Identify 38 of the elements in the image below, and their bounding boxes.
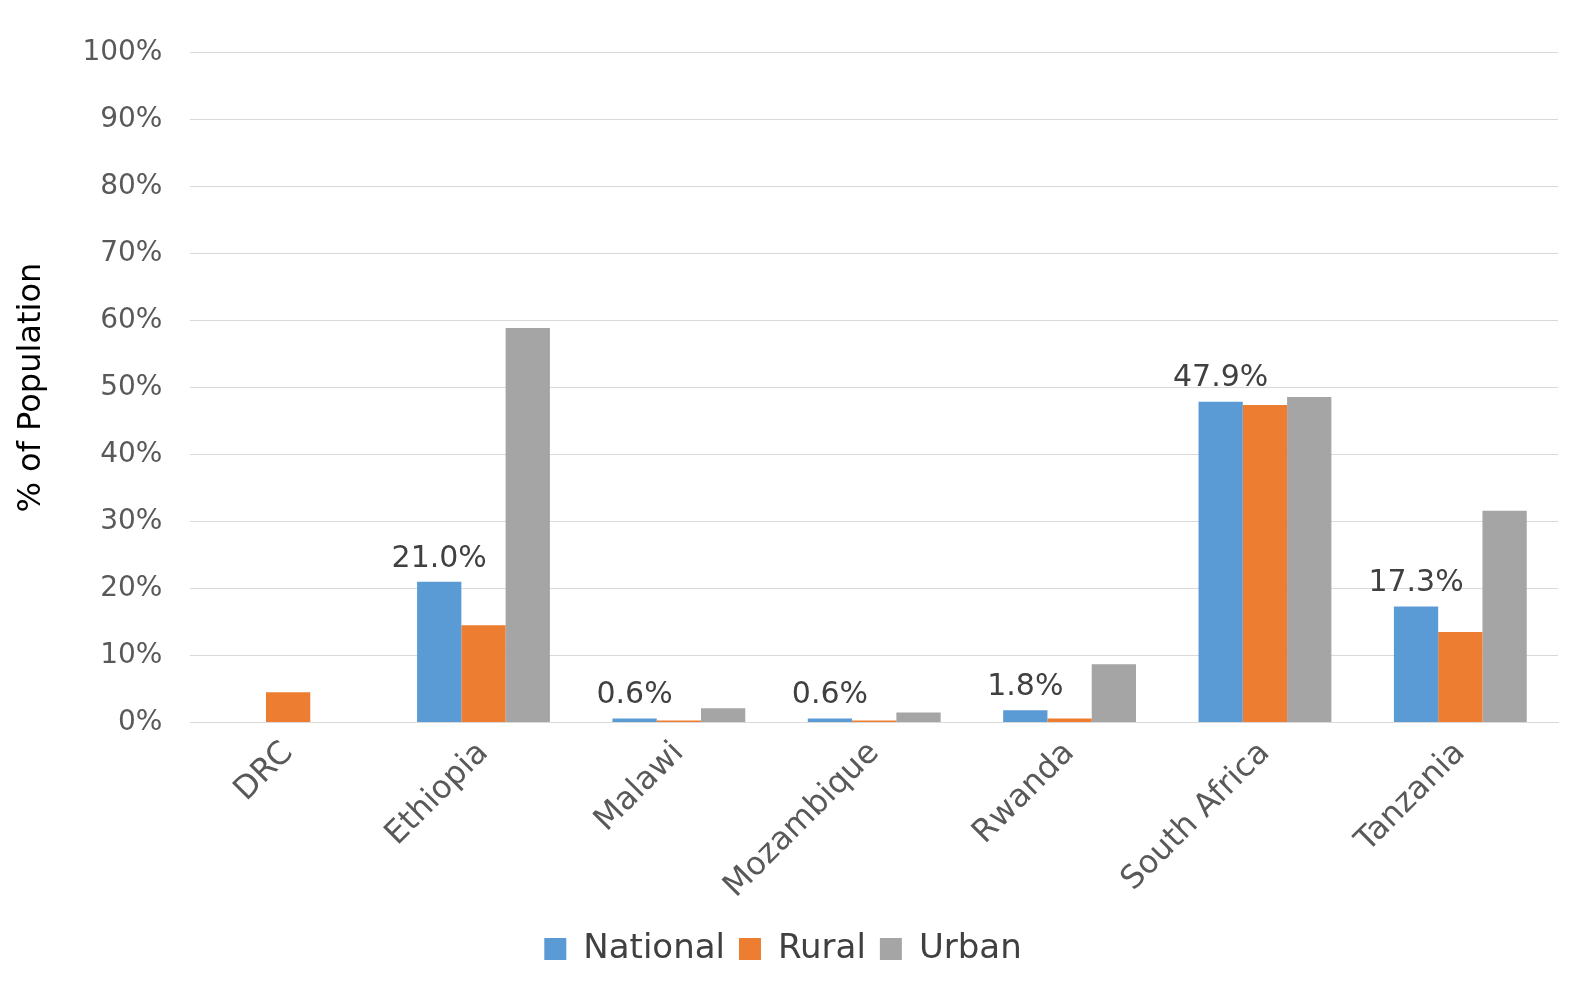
bar — [612, 718, 657, 722]
bar — [1287, 396, 1332, 722]
y-tick-label: 90% — [100, 101, 163, 135]
y-axis-title: % of Population — [9, 262, 48, 513]
y-tick-label: 80% — [100, 168, 163, 202]
data-label: 1.8% — [987, 667, 1064, 703]
legend-label: National — [583, 925, 725, 966]
bar — [461, 625, 506, 722]
bar — [1242, 405, 1288, 722]
y-tick-label: 70% — [100, 234, 163, 268]
bar — [1482, 510, 1527, 722]
y-tick-label: 10% — [100, 636, 163, 670]
y-tick-label: 60% — [100, 301, 163, 335]
bar — [1438, 632, 1483, 722]
bar — [1047, 718, 1092, 722]
bar — [896, 712, 941, 722]
data-label: 47.9% — [1173, 358, 1269, 394]
y-tick-label: 0% — [118, 703, 163, 737]
y-tick-label: 100% — [82, 34, 163, 68]
bar — [701, 708, 746, 722]
bar — [1198, 401, 1243, 722]
y-tick-label: 30% — [100, 502, 163, 536]
bar — [1003, 710, 1048, 722]
data-label: 21.0% — [391, 538, 487, 574]
data-label: 0.6% — [596, 675, 673, 711]
y-tick-label: 40% — [100, 435, 163, 469]
bar — [1393, 606, 1439, 722]
bar — [505, 328, 550, 722]
legend-label: Urban — [918, 925, 1022, 966]
y-tick-label: 50% — [100, 368, 163, 402]
legend-label: Rural — [777, 925, 866, 966]
y-tick-label: 20% — [100, 569, 163, 603]
data-label: 17.3% — [1368, 563, 1464, 599]
bar — [417, 581, 462, 722]
data-label: 0.6% — [791, 675, 869, 711]
bar — [265, 692, 311, 722]
bar — [807, 718, 853, 722]
bar — [1091, 664, 1137, 722]
